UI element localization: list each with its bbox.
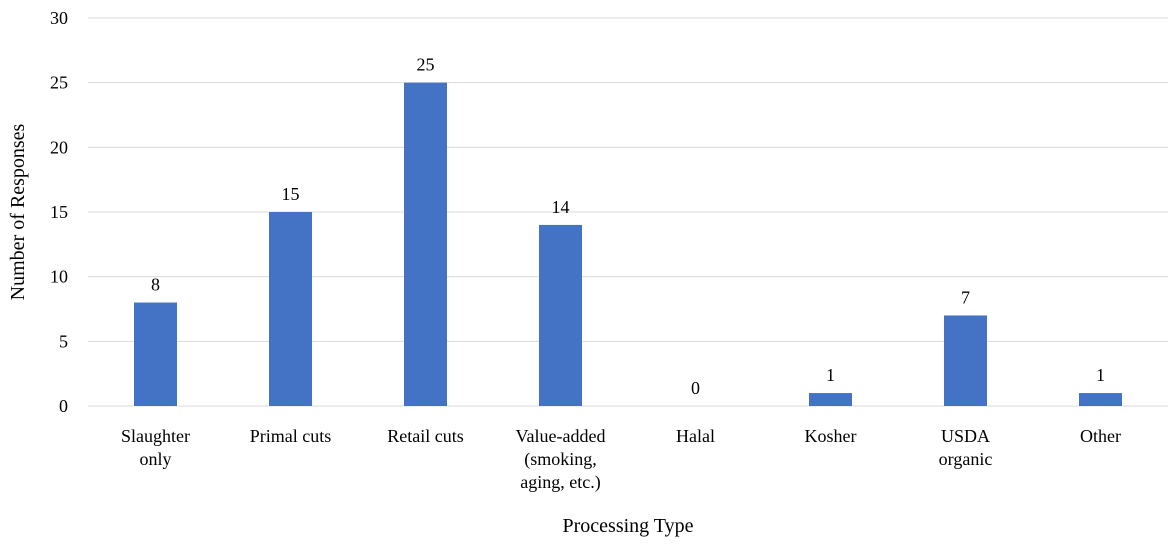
y-tick-label: 15 (50, 202, 68, 222)
bar (404, 82, 447, 407)
x-axis-title: Processing Type (563, 515, 694, 537)
bar (809, 393, 852, 406)
x-category-label: USDA organic (939, 426, 993, 469)
data-label: 8 (151, 275, 160, 295)
bar (944, 315, 987, 406)
data-label: 1 (1096, 365, 1105, 385)
y-axis-ticks: 0 5 10 15 20 25 30 (50, 8, 68, 416)
x-category-label: Retail cuts (387, 426, 463, 446)
data-label: 7 (961, 287, 970, 307)
bar (269, 212, 312, 406)
bar (539, 224, 582, 406)
y-tick-label: 25 (50, 73, 68, 93)
y-tick-label: 20 (50, 137, 68, 157)
x-category-label: Slaughter only (121, 426, 190, 469)
y-tick-label: 5 (59, 331, 68, 351)
y-tick-label: 0 (59, 396, 68, 416)
data-label: 14 (552, 197, 570, 217)
y-tick-label: 30 (50, 8, 68, 28)
x-category-label: Primal cuts (250, 426, 332, 446)
data-label: 15 (282, 184, 300, 204)
x-category-label: Kosher (805, 426, 857, 446)
data-labels: 8 15 25 14 0 1 7 1 (151, 55, 1105, 398)
data-label: 0 (691, 378, 700, 398)
y-tick-label: 10 (50, 267, 68, 287)
bar (1079, 393, 1122, 406)
x-category-label: Other (1080, 426, 1121, 446)
gridlines (88, 17, 1168, 407)
x-axis-categories: Slaughter only Primal cuts Retail cuts Value… (121, 426, 1121, 493)
bars (134, 82, 1122, 407)
data-label: 25 (417, 55, 435, 75)
x-category-label: Value-added (smoking, aging, etc.) (516, 426, 606, 493)
x-category-label: Halal (676, 426, 715, 446)
data-label: 1 (826, 365, 835, 385)
bar (134, 302, 177, 406)
y-axis-title: Number of Responses (7, 123, 29, 300)
